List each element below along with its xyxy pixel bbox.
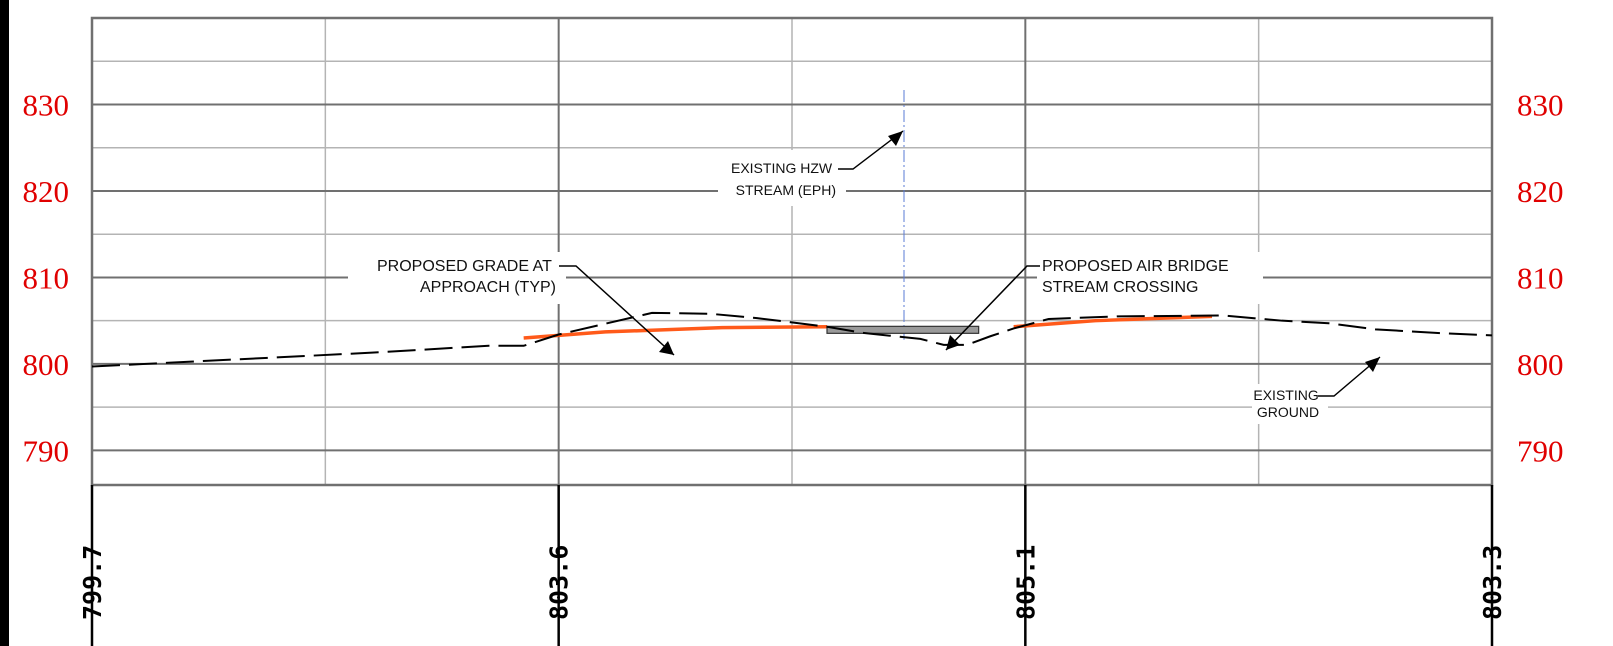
annotation-text: APPROACH (TYP) [420,279,556,296]
annotation-text: GROUND [1257,404,1319,420]
arrowhead [659,341,674,355]
svg-text:EXISTING HZW STREAM (EPH: EXISTING HZW STREAM (EPH) [731,160,836,198]
svg-text:PROPOSED GRADE AT APPROA: PROPOSED GRADE AT APPROACH (TYP) [377,258,556,296]
annotation-existing-stream: EXISTING HZW STREAM (EPH) [718,130,904,206]
elevation-label: 830 [1517,87,1564,122]
elevation-label: 800 [23,347,70,382]
plot-frame [90,16,1494,487]
elevation-label: 830 [23,87,70,122]
elevation-label: 820 [1517,174,1564,209]
elevation-label: 790 [1517,433,1564,468]
left-border-bar [0,0,9,646]
elevation-label: 800 [1517,347,1564,382]
annotation-text: PROPOSED GRADE AT [377,258,552,275]
station-label: 799.7 [78,545,107,620]
existing-ground-line [91,311,1493,368]
elevation-label: 820 [23,174,70,209]
arrowhead [888,131,903,146]
station-label: 803.3 [1478,545,1507,620]
annotation-text: EXISTING HZW [731,160,833,176]
station-label: 803.6 [545,545,574,620]
major-grid [90,16,1494,646]
elevation-labels-right: 830 820 810 800 790 [1517,87,1564,468]
annotation-text: PROPOSED AIR BRIDGE [1042,258,1229,275]
arrowhead [1365,357,1380,372]
annotation-proposed-grade: PROPOSED GRADE AT APPROACH (TYP) [348,252,675,356]
existing-ground-polyline [91,311,1493,368]
bridge-deck [826,325,980,334]
annotation-text: EXISTING [1253,387,1318,403]
annotation-existing-ground: EXISTING GROUND [1252,356,1381,424]
air-bridge [826,325,980,334]
elevation-label: 790 [23,433,70,468]
station-labels: 799.7 803.6 805.1 803.3 [78,545,1507,620]
elevation-label: 810 [1517,260,1564,295]
svg-text:EXISTING GROUND: EXISTING GROUND [1253,387,1322,420]
arrowhead [946,335,960,350]
proposed-grade-segment [523,324,828,340]
proposed-grade-line [523,314,1213,340]
annotation-text: STREAM (EPH) [736,182,836,198]
annotation-text: STREAM CROSSING [1042,279,1198,296]
proposed-grade-segment [1013,314,1213,329]
station-label: 805.1 [1011,545,1040,620]
annotation-air-bridge: PROPOSED AIR BRIDGE STREAM CROSSING [945,252,1263,351]
svg-text:PROPOSED AIR BRIDGE STRE: PROPOSED AIR BRIDGE STREAM CROSSING [1042,258,1233,296]
elevation-label: 810 [23,260,70,295]
elevation-labels-left: 830 820 810 800 790 [23,87,70,468]
